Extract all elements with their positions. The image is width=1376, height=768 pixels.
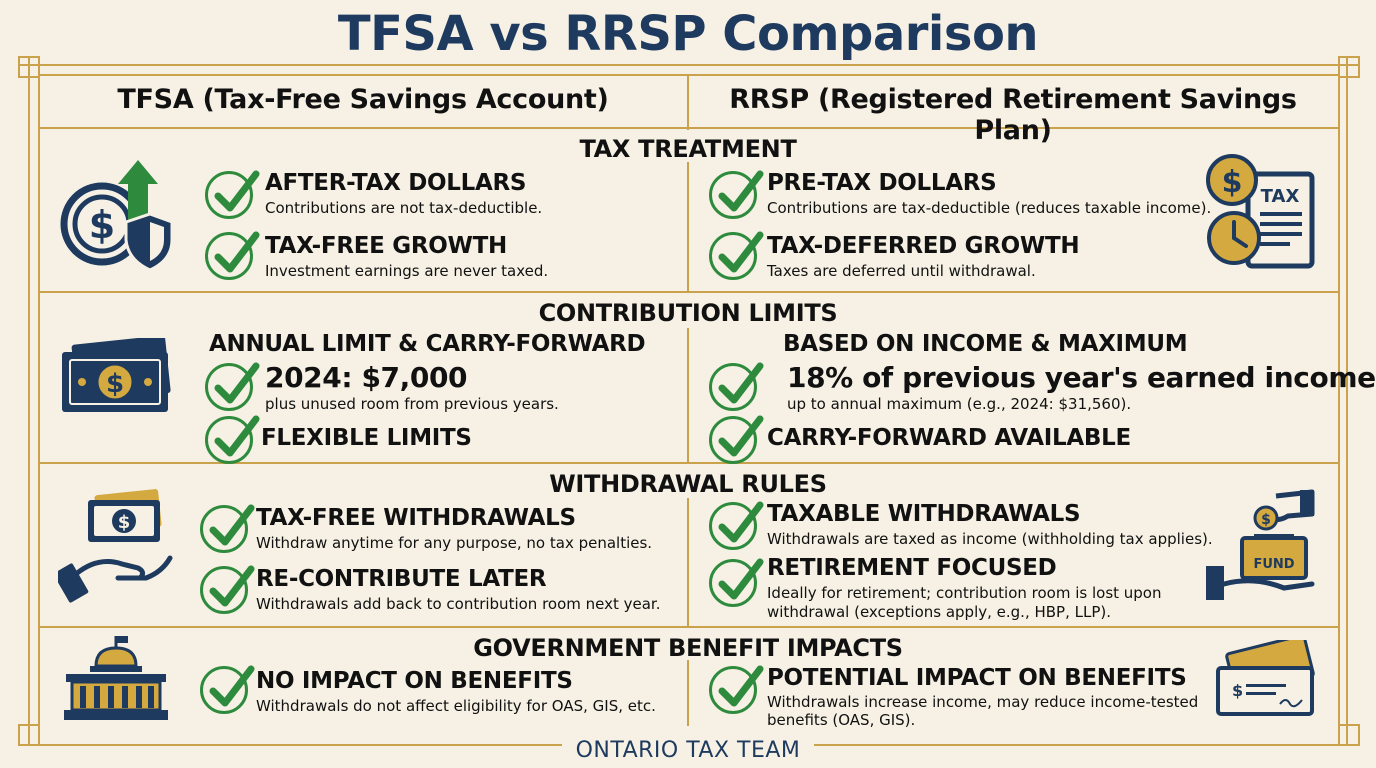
svg-text:$: $ — [118, 512, 131, 533]
check-icon — [709, 665, 764, 714]
frame-corner — [1338, 724, 1360, 746]
item-desc: benefits (OAS, GIS). — [767, 711, 916, 729]
subheading-based-on-income: BASED ON INCOME & MAXIMUM — [783, 331, 1188, 357]
item-desc: up to annual maximum (e.g., 2024: $31,56… — [787, 395, 1132, 413]
section-heading-benefits: GOVERNMENT BENEFIT IMPACTS — [473, 634, 903, 662]
item-title: AFTER-TAX DOLLARS — [265, 170, 527, 196]
item-title: POTENTIAL IMPACT ON BENEFITS — [767, 665, 1187, 691]
check-icon — [200, 565, 255, 614]
item-desc: Contributions are tax-deductible (reduce… — [767, 199, 1212, 217]
item-desc: Withdrawals are taxed as income (withhol… — [767, 530, 1213, 548]
page-title: TFSA vs RRSP Comparison — [337, 6, 1039, 62]
svg-text:TAX: TAX — [1261, 186, 1300, 207]
check-icon — [200, 665, 255, 714]
check-icon — [709, 231, 764, 280]
item-desc: Investment earnings are never taxed. — [265, 262, 549, 280]
item-title: RETIREMENT FOCUSED — [767, 555, 1057, 581]
column-divider — [687, 74, 689, 130]
row-divider — [38, 291, 1338, 293]
svg-text:$: $ — [106, 369, 124, 399]
item-desc: Ideally for retirement; contribution roo… — [767, 584, 1162, 602]
hand-receiving-money-icon: $ — [58, 489, 173, 603]
check-icon — [205, 231, 260, 280]
check-icon — [205, 415, 260, 464]
column-header-tfsa: TFSA (Tax-Free Savings Account) — [117, 84, 609, 115]
check-icon — [200, 504, 255, 553]
svg-text:$: $ — [1232, 681, 1243, 700]
frame-corner — [1338, 56, 1360, 78]
footer-text: ONTARIO TAX TEAM — [561, 738, 815, 763]
svg-text:FUND: FUND — [1253, 557, 1294, 572]
svg-text:$: $ — [1222, 165, 1243, 200]
column-divider — [687, 162, 689, 292]
svg-text:$: $ — [1261, 512, 1271, 528]
fund-deposit-icon: $ FUND — [1206, 489, 1315, 600]
item-desc: withdrawal (exceptions apply, e.g., HBP,… — [767, 603, 1112, 621]
column-divider — [687, 498, 689, 626]
item-desc: Taxes are deferred until withdrawal. — [767, 262, 1036, 280]
item-title: TAX-FREE WITHDRAWALS — [256, 505, 576, 531]
item-title: FLEXIBLE LIMITS — [261, 425, 472, 451]
footer-credit: ONTARIO TAX TEAM — [0, 738, 1376, 763]
item-title: CARRY-FORWARD AVAILABLE — [767, 425, 1131, 451]
check-icon — [709, 501, 764, 550]
section-heading-tax: TAX TREATMENT — [579, 135, 797, 163]
item-title: 2024: $7,000 — [265, 361, 468, 394]
cheque-icon: $ — [1216, 640, 1315, 716]
item-title: RE-CONTRIBUTE LATER — [256, 566, 547, 592]
svg-text:$: $ — [89, 203, 115, 247]
column-divider — [687, 660, 689, 726]
check-icon — [205, 362, 260, 411]
item-desc: Withdrawals increase income, may reduce … — [767, 693, 1199, 711]
row-divider — [38, 626, 1338, 628]
subheading-annual-limit: ANNUAL LIMIT & CARRY-FORWARD — [209, 331, 646, 357]
check-icon — [709, 415, 764, 464]
government-building-icon — [64, 636, 168, 720]
item-title: TAX-DEFERRED GROWTH — [767, 233, 1080, 259]
frame-line — [1346, 56, 1348, 744]
check-icon — [205, 170, 260, 219]
column-header-rrsp: RRSP (Registered Retirement Savings Plan… — [729, 84, 1297, 146]
banknote-icon: $ — [62, 338, 171, 412]
item-title: PRE-TAX DOLLARS — [767, 170, 997, 196]
row-divider — [38, 462, 1338, 464]
frame-line — [18, 64, 1358, 66]
item-title: TAX-FREE GROWTH — [265, 233, 507, 259]
item-desc: Withdrawals do not affect eligibility fo… — [256, 697, 656, 715]
tax-document-clock-icon: TAX $ — [1206, 154, 1315, 269]
item-desc: Contributions are not tax-deductible. — [265, 199, 543, 217]
check-icon — [709, 170, 764, 219]
item-title: NO IMPACT ON BENEFITS — [256, 668, 573, 694]
column-divider — [687, 328, 689, 462]
section-heading-limits: CONTRIBUTION LIMITS — [538, 299, 838, 327]
dollar-shield-growth-icon: $ — [60, 160, 174, 272]
section-heading-withdrawal: WITHDRAWAL RULES — [549, 470, 827, 498]
item-desc: Withdraw anytime for any purpose, no tax… — [256, 534, 653, 552]
check-icon — [709, 362, 764, 411]
item-desc: Withdrawals add back to contribution roo… — [256, 595, 661, 613]
item-title: TAXABLE WITHDRAWALS — [767, 501, 1081, 527]
check-icon — [709, 558, 764, 607]
frame-line — [28, 56, 30, 744]
item-desc: plus unused room from previous years. — [265, 395, 559, 413]
item-title: 18% of previous year's earned income — [787, 361, 1376, 394]
